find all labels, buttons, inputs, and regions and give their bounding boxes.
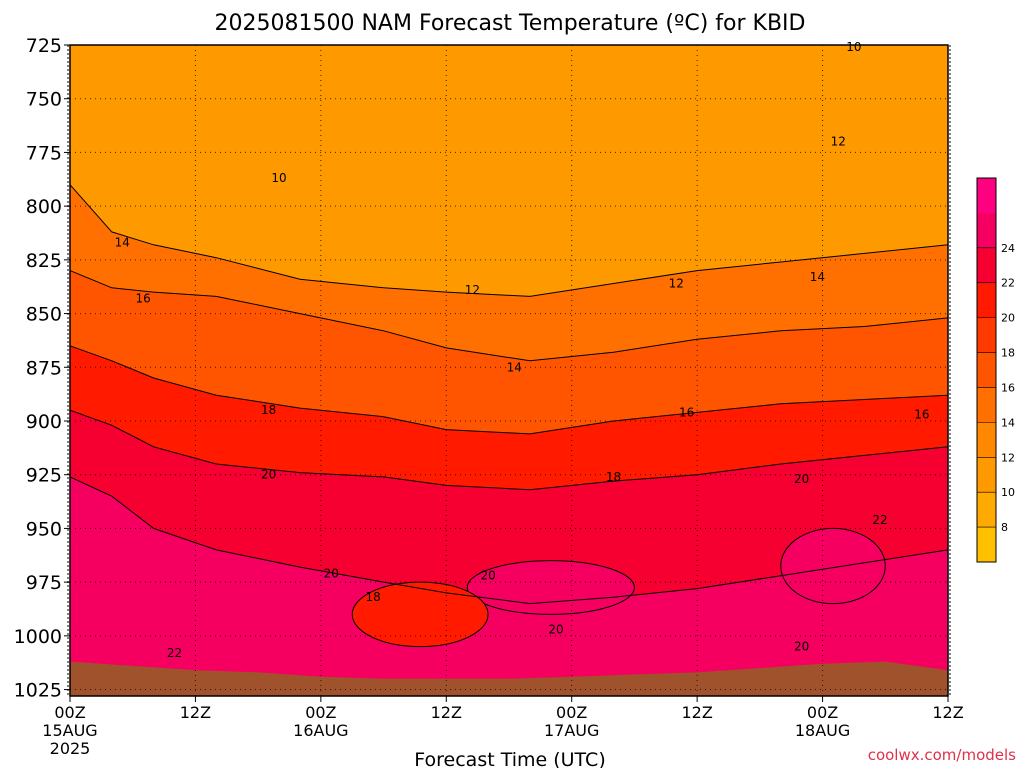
- contour-label-17: 20: [548, 622, 563, 636]
- contour-label-18: 20: [794, 472, 809, 486]
- colorbar-label-16: 16: [1001, 381, 1015, 394]
- contour-label-12: 18: [365, 590, 380, 604]
- y-tick-label-850: 850: [26, 304, 62, 326]
- contour-label-19: 20: [794, 640, 809, 654]
- colorbar-swatch-10: [977, 178, 996, 214]
- contour-label-10: 16: [914, 408, 929, 422]
- band-above-22: [70, 476, 948, 696]
- chart-title: 2025081500 NAM Forecast Temperature (ºC)…: [215, 11, 806, 36]
- contour-label-2: 12: [465, 283, 480, 297]
- x-tick-label-60: 12Z: [681, 703, 712, 722]
- contour-label-13: 18: [606, 470, 621, 484]
- contour-label-14: 20: [261, 468, 276, 482]
- x-axis-label: Forecast Time (UTC): [414, 749, 605, 768]
- contour-label-1: 10: [846, 40, 861, 54]
- isotherm-14: [69, 184, 949, 297]
- colorbar-label-14: 14: [1001, 416, 1015, 429]
- colorbar-label-22: 22: [1001, 277, 1015, 290]
- x-tick-date-24: 16AUG: [293, 721, 348, 740]
- colorbar-swatch-9: [977, 212, 996, 249]
- x-tick-date-72: 18AUG: [795, 721, 850, 740]
- y-tick-label-725: 725: [26, 35, 62, 57]
- y-tick-label-1000: 1000: [14, 626, 62, 648]
- x-tick-label-48: 00Z: [556, 703, 587, 722]
- x-tick-label-36: 12Z: [431, 703, 462, 722]
- colorbar-swatch-1: [977, 492, 996, 528]
- y-tick-label-900: 900: [26, 411, 62, 433]
- contour-label-16: 20: [480, 569, 495, 583]
- contour-label-3: 12: [669, 276, 684, 290]
- contour-label-9: 16: [679, 405, 694, 419]
- x-tick-label-12: 12Z: [180, 703, 211, 722]
- plot-frame: [67, 44, 951, 697]
- colorbar: 8 10 12 14 16 18 20 22 24: [976, 177, 1015, 563]
- x-tick-label-72: 00Z: [807, 703, 838, 722]
- temperature-bands: [70, 184, 948, 696]
- y-tick-label-775: 775: [26, 142, 62, 164]
- x-tick-year-0: 2025: [50, 739, 91, 758]
- colorbar-swatch-6: [977, 317, 996, 354]
- y-tick-label-875: 875: [26, 357, 62, 379]
- colorbar-swatch-5: [977, 352, 996, 388]
- contour-label-6: 14: [507, 360, 522, 374]
- colorbar-swatch-7: [977, 282, 996, 319]
- y-tick-label-1025: 1025: [14, 680, 62, 702]
- warm-cell-1: [780, 527, 886, 605]
- contour-label-20: 22: [167, 646, 182, 660]
- x-tick-date-48: 17AUG: [544, 721, 599, 740]
- contour-label-15: 20: [324, 567, 339, 581]
- x-tick-date-0: 15AUG: [42, 721, 97, 740]
- plot-border: [69, 44, 949, 697]
- y-tick-label-950: 950: [26, 518, 62, 540]
- isotherm-22: [69, 476, 949, 605]
- y-tick-label-750: 750: [26, 89, 62, 111]
- contour-label-5: 14: [115, 236, 130, 250]
- isotherm-18: [69, 345, 949, 435]
- contour-label-0: 10: [271, 171, 286, 185]
- colorbar-swatch-3: [977, 422, 996, 458]
- contour-label-4: 12: [831, 135, 846, 149]
- y-tick-label-825: 825: [26, 250, 62, 272]
- x-tick-label-84: 12Z: [932, 703, 963, 722]
- credit-text: coolwx.com/models: [868, 746, 1016, 764]
- x-tick-label-0: 00Z: [54, 703, 85, 722]
- y-tick-label-975: 975: [26, 572, 62, 594]
- grid-lines: [70, 45, 948, 696]
- contour-labels: 10 10 12 12 12 14 14 14 16 16 16 18 18 18 20 20 20 20 20 20…: [115, 40, 930, 660]
- y-tick-label-925: 925: [26, 465, 62, 487]
- colorbar-swatch-0: [977, 527, 996, 563]
- colorbar-label-8: 8: [1001, 521, 1008, 534]
- colorbar-swatch-8: [977, 247, 996, 284]
- surface-terrain: [70, 661, 948, 696]
- contour-label-7: 14: [810, 270, 825, 284]
- colorbar-label-10: 10: [1001, 486, 1015, 499]
- colorbar-label-20: 20: [1001, 312, 1015, 325]
- colorbar-swatch-2: [977, 457, 996, 493]
- contour-label-8: 16: [136, 292, 151, 306]
- colorbar-label-24: 24: [1001, 242, 1015, 255]
- colorbar-swatch-4: [977, 387, 996, 423]
- x-tick-label-24: 00Z: [305, 703, 336, 722]
- colorbar-border: [976, 177, 997, 563]
- y-tick-label-800: 800: [26, 196, 62, 218]
- terrain-fill: [70, 661, 948, 696]
- isotherm-16: [69, 270, 949, 362]
- y-axis: 725 750 775 800 825 850 875 900 925 950 975 1000 102…: [14, 35, 70, 702]
- colorbar-label-18: 18: [1001, 347, 1015, 360]
- contour-label-11: 18: [261, 403, 276, 417]
- colorbar-label-12: 12: [1001, 451, 1015, 464]
- contour-label-21: 22: [872, 513, 887, 527]
